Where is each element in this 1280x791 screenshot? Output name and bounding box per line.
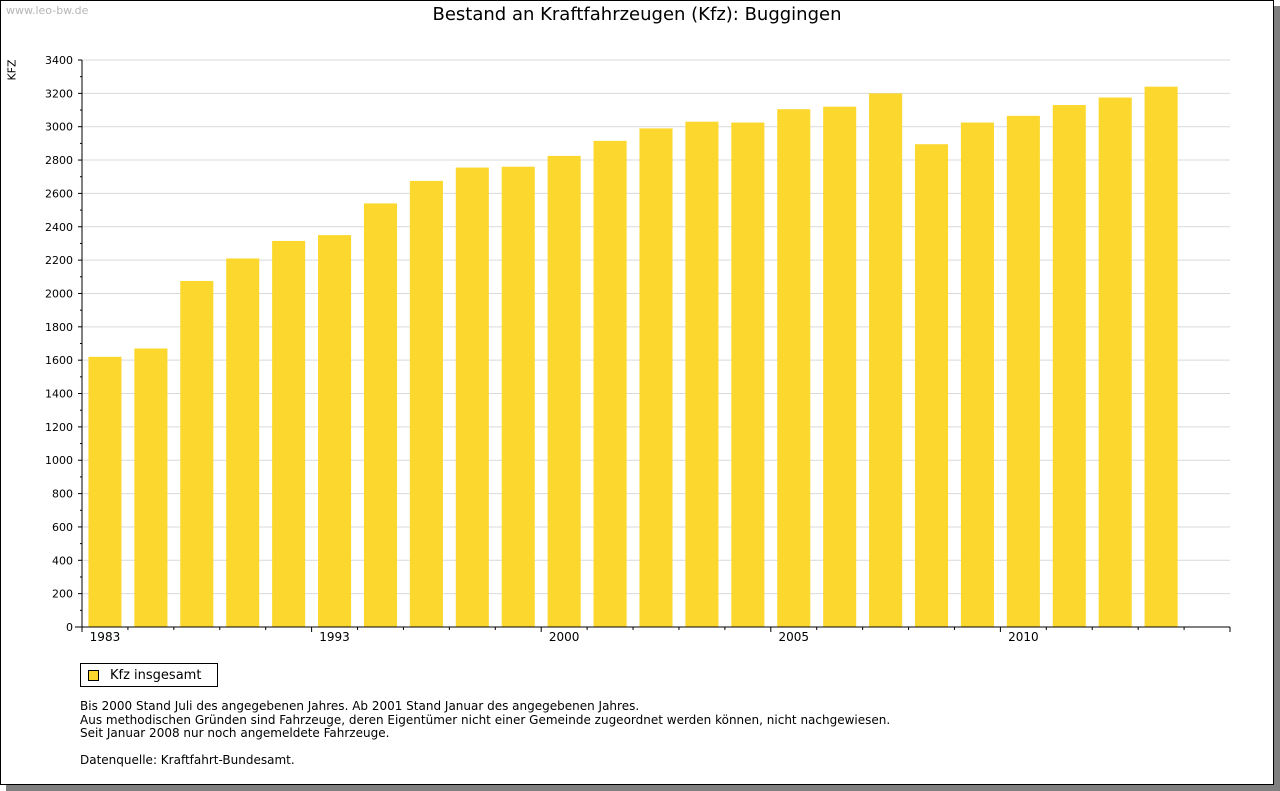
y-tick-label: 2200: [45, 254, 73, 267]
bar: [960, 122, 994, 627]
bar-chart: 0 200 400 600 800 1000 1200 1400 1600 1800 2000 220…: [45, 54, 1231, 644]
y-tick-label: 1600: [45, 354, 73, 367]
bar: [134, 348, 168, 627]
bar: [1098, 97, 1132, 628]
bar: [363, 203, 398, 627]
bar: [409, 180, 443, 627]
y-tick-label: 3200: [45, 87, 73, 100]
x-tick-label: 2010: [1008, 630, 1039, 644]
y-tick-label: 3000: [45, 121, 73, 134]
footnote-line: Aus methodischen Gründen sind Fahrzeuge,…: [80, 712, 891, 727]
y-tick-label: 2000: [45, 287, 73, 300]
bar: [869, 93, 903, 627]
y-tick-label: 3400: [45, 54, 73, 67]
y-tick-label: 200: [52, 588, 73, 601]
legend: Kfz insgesamt: [80, 663, 218, 687]
y-tick-label: 0: [66, 621, 73, 634]
bar: [501, 166, 535, 627]
bar: [731, 122, 765, 627]
x-tick-label: 2000: [549, 630, 580, 644]
y-tick-label: 400: [52, 554, 73, 567]
x-tick-label: 2005: [778, 630, 809, 644]
bar: [1006, 115, 1040, 627]
bar: [547, 155, 581, 627]
legend-label: Kfz insgesamt: [110, 667, 202, 683]
chart-title: Bestand an Kraftfahrzeugen (Kfz): Buggin…: [432, 4, 842, 25]
y-tick-label: 2600: [45, 187, 73, 200]
y-tick-label: 2400: [45, 221, 73, 234]
bar: [823, 106, 857, 628]
y-tick-label: 2800: [45, 154, 73, 167]
bar: [593, 140, 627, 627]
bar: [318, 235, 352, 627]
bar: [226, 258, 260, 627]
footnote-line: Bis 2000 Stand Juli des angegebenen Jahr…: [80, 699, 640, 713]
legend-swatch: [88, 669, 99, 681]
y-tick-label: 600: [52, 521, 73, 534]
watermark: www.leo-bw.de: [6, 4, 89, 17]
y-tick-label: 1800: [45, 321, 73, 334]
bar: [777, 109, 811, 628]
x-tick-label: 1993: [319, 630, 350, 644]
bar: [685, 121, 719, 627]
y-tick-label: 1200: [45, 421, 73, 434]
bar: [1052, 105, 1086, 627]
bar: [88, 356, 122, 627]
data-source: Datenquelle: Kraftfahrt-Bundesamt.: [80, 752, 295, 767]
footnotes: Bis 2000 Stand Juli des angegebenen Jahr…: [80, 699, 891, 767]
y-tick-label: 1000: [45, 454, 73, 467]
footnote-line: Seit Januar 2008 nur noch angemeldete Fa…: [80, 726, 390, 740]
y-tick-label: 800: [52, 488, 73, 501]
bar: [272, 240, 306, 628]
y-tick-label: 1400: [45, 388, 73, 401]
bar: [1144, 86, 1178, 627]
x-tick-label: 1983: [90, 630, 121, 644]
bar: [639, 128, 673, 627]
bar: [914, 144, 949, 627]
bar: [455, 167, 489, 627]
bar: [180, 280, 214, 627]
